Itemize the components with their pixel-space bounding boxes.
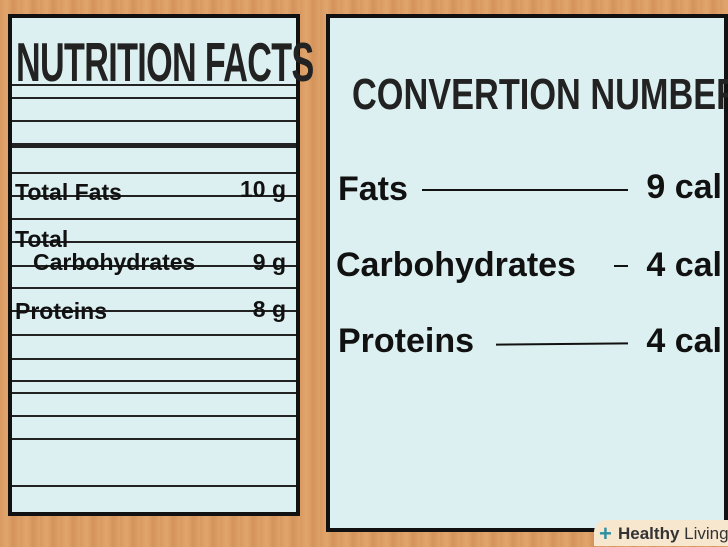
conv-carbs-value: 4 cal (646, 246, 722, 284)
conv-proteins-value: 4 cal (646, 322, 722, 360)
divider (12, 241, 296, 243)
divider (12, 310, 296, 312)
divider (12, 334, 296, 336)
nutrition-facts-title: NUTRITION FACTS (16, 31, 314, 93)
conv-fats-name: Fats (338, 170, 408, 208)
conversion-title: CONVERTION NUMBER (352, 70, 728, 119)
divider (12, 172, 296, 174)
divider (12, 485, 296, 487)
conversion-panel: CONVERTION NUMBER Fats 9 cal Carbohydrat… (326, 14, 728, 532)
conv-carbs-name: Carbohydrates (336, 246, 576, 284)
divider (12, 287, 296, 289)
divider (12, 143, 296, 148)
divider (12, 438, 296, 440)
divider (12, 195, 296, 197)
conv-proteins-name: Proteins (338, 322, 475, 360)
brand-light: Living (684, 524, 728, 543)
row-carbs-name-2: Carbohydrates (33, 249, 196, 275)
row-fats-name: Total Fats (15, 179, 122, 205)
divider (12, 358, 296, 360)
divider (12, 415, 296, 417)
row-proteins-name: Proteins (15, 298, 108, 324)
divider (12, 265, 296, 267)
connector-line (495, 342, 629, 346)
nutrition-facts-label: NUTRITION FACTS Total Fats 10 g Total Ca… (8, 14, 314, 516)
healthy-living-watermark: + Healthy Living (594, 520, 728, 546)
divider (12, 380, 296, 382)
divider (12, 218, 296, 220)
conv-fats-value: 9 cal (646, 168, 722, 206)
plus-leaf-icon: + (599, 521, 612, 546)
brand-bold: Healthy (618, 524, 680, 543)
divider (12, 120, 296, 122)
row-carbs-value: 9 g (252, 249, 286, 275)
connector-line (614, 265, 628, 267)
row-carbs-name-1: Total (15, 226, 69, 252)
row-proteins-value: 8 g (252, 296, 286, 322)
row-fats-value: 10 g (239, 176, 286, 202)
divider (12, 392, 296, 394)
divider (12, 84, 296, 86)
connector-line (422, 189, 628, 191)
divider (12, 97, 296, 99)
